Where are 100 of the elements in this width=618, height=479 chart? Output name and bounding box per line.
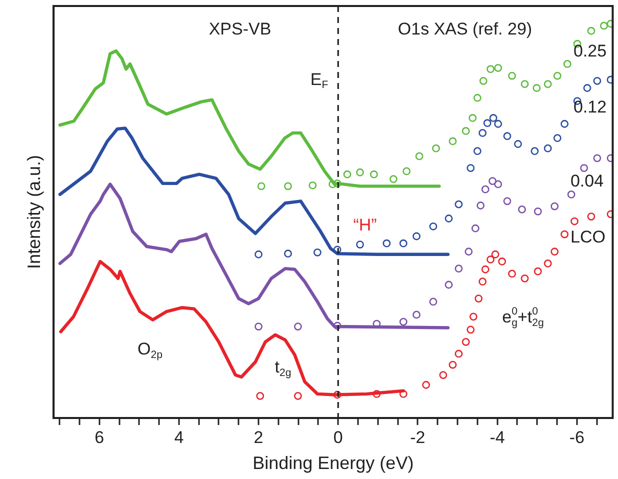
point bbox=[520, 80, 529, 88]
point bbox=[560, 120, 568, 128]
point bbox=[486, 65, 494, 74]
point bbox=[570, 217, 578, 226]
point bbox=[429, 298, 438, 306]
point bbox=[488, 177, 496, 185]
point bbox=[402, 167, 411, 176]
x-tick-label: 4 bbox=[174, 428, 184, 447]
point bbox=[328, 180, 337, 188]
point bbox=[553, 72, 562, 80]
point bbox=[454, 200, 463, 208]
point bbox=[560, 230, 568, 238]
annotation: 0.04 bbox=[570, 172, 604, 191]
annotation: XPS-VB bbox=[208, 20, 272, 39]
point bbox=[464, 248, 473, 256]
point bbox=[550, 248, 559, 256]
point bbox=[498, 258, 506, 266]
point bbox=[444, 214, 453, 222]
point bbox=[333, 322, 342, 330]
point bbox=[254, 250, 262, 258]
point bbox=[486, 256, 494, 264]
point bbox=[294, 392, 302, 400]
point bbox=[432, 144, 440, 152]
point bbox=[478, 129, 487, 137]
x-tick-label: 6 bbox=[94, 428, 104, 447]
point bbox=[448, 137, 457, 146]
point bbox=[471, 224, 480, 232]
point bbox=[429, 222, 438, 230]
annotation: “H” bbox=[353, 216, 378, 235]
point bbox=[356, 168, 364, 176]
point bbox=[503, 197, 512, 206]
point bbox=[399, 390, 408, 398]
point bbox=[489, 114, 498, 122]
point bbox=[544, 144, 552, 152]
point bbox=[508, 270, 516, 278]
point bbox=[254, 322, 262, 330]
point bbox=[587, 212, 596, 220]
point bbox=[284, 182, 292, 190]
point bbox=[313, 248, 322, 256]
point bbox=[294, 322, 302, 330]
point bbox=[563, 60, 572, 68]
point bbox=[593, 154, 602, 162]
point bbox=[534, 207, 542, 216]
point bbox=[532, 84, 541, 92]
point bbox=[466, 164, 475, 172]
point bbox=[333, 179, 342, 188]
point bbox=[356, 240, 364, 248]
annotation: LCO bbox=[570, 228, 606, 247]
point bbox=[333, 390, 342, 399]
x-tick-label: -6 bbox=[569, 428, 584, 447]
point bbox=[454, 264, 463, 273]
point bbox=[478, 278, 487, 286]
point bbox=[476, 202, 485, 210]
point bbox=[399, 318, 408, 326]
point bbox=[508, 72, 516, 80]
point bbox=[583, 84, 592, 92]
annotation: 0.12 bbox=[573, 98, 607, 117]
point bbox=[399, 239, 408, 248]
point bbox=[412, 310, 420, 319]
point bbox=[530, 147, 539, 156]
x-tick-label: -2 bbox=[410, 428, 426, 447]
point bbox=[481, 185, 490, 194]
point bbox=[257, 182, 266, 190]
point bbox=[567, 190, 576, 198]
annotation: O1s XAS (ref. 29) bbox=[398, 20, 532, 39]
point bbox=[514, 140, 522, 148]
point bbox=[256, 392, 264, 400]
point bbox=[343, 170, 352, 178]
point bbox=[494, 180, 502, 188]
point bbox=[389, 175, 398, 184]
point bbox=[550, 202, 559, 210]
point bbox=[462, 127, 470, 135]
point bbox=[503, 132, 512, 140]
point bbox=[439, 371, 448, 379]
point bbox=[473, 147, 482, 156]
point bbox=[469, 312, 478, 321]
point bbox=[534, 267, 542, 276]
point bbox=[553, 134, 562, 142]
point bbox=[544, 80, 552, 88]
point bbox=[587, 26, 596, 35]
x-tick-label: -4 bbox=[490, 428, 505, 447]
point bbox=[600, 22, 608, 30]
x-tick-label: 0 bbox=[333, 428, 343, 447]
point bbox=[422, 380, 430, 389]
point bbox=[382, 239, 391, 248]
annotation: 0.25 bbox=[573, 42, 607, 61]
point bbox=[481, 265, 490, 274]
x-tick-label: 2 bbox=[254, 428, 264, 447]
point bbox=[370, 170, 378, 178]
point bbox=[284, 250, 292, 258]
point bbox=[454, 350, 463, 358]
point bbox=[462, 338, 470, 346]
point bbox=[372, 390, 381, 398]
point bbox=[474, 294, 483, 302]
point bbox=[494, 120, 502, 128]
point bbox=[580, 164, 588, 172]
point bbox=[415, 152, 424, 160]
point bbox=[468, 114, 477, 122]
point bbox=[491, 250, 500, 258]
point bbox=[412, 232, 420, 240]
